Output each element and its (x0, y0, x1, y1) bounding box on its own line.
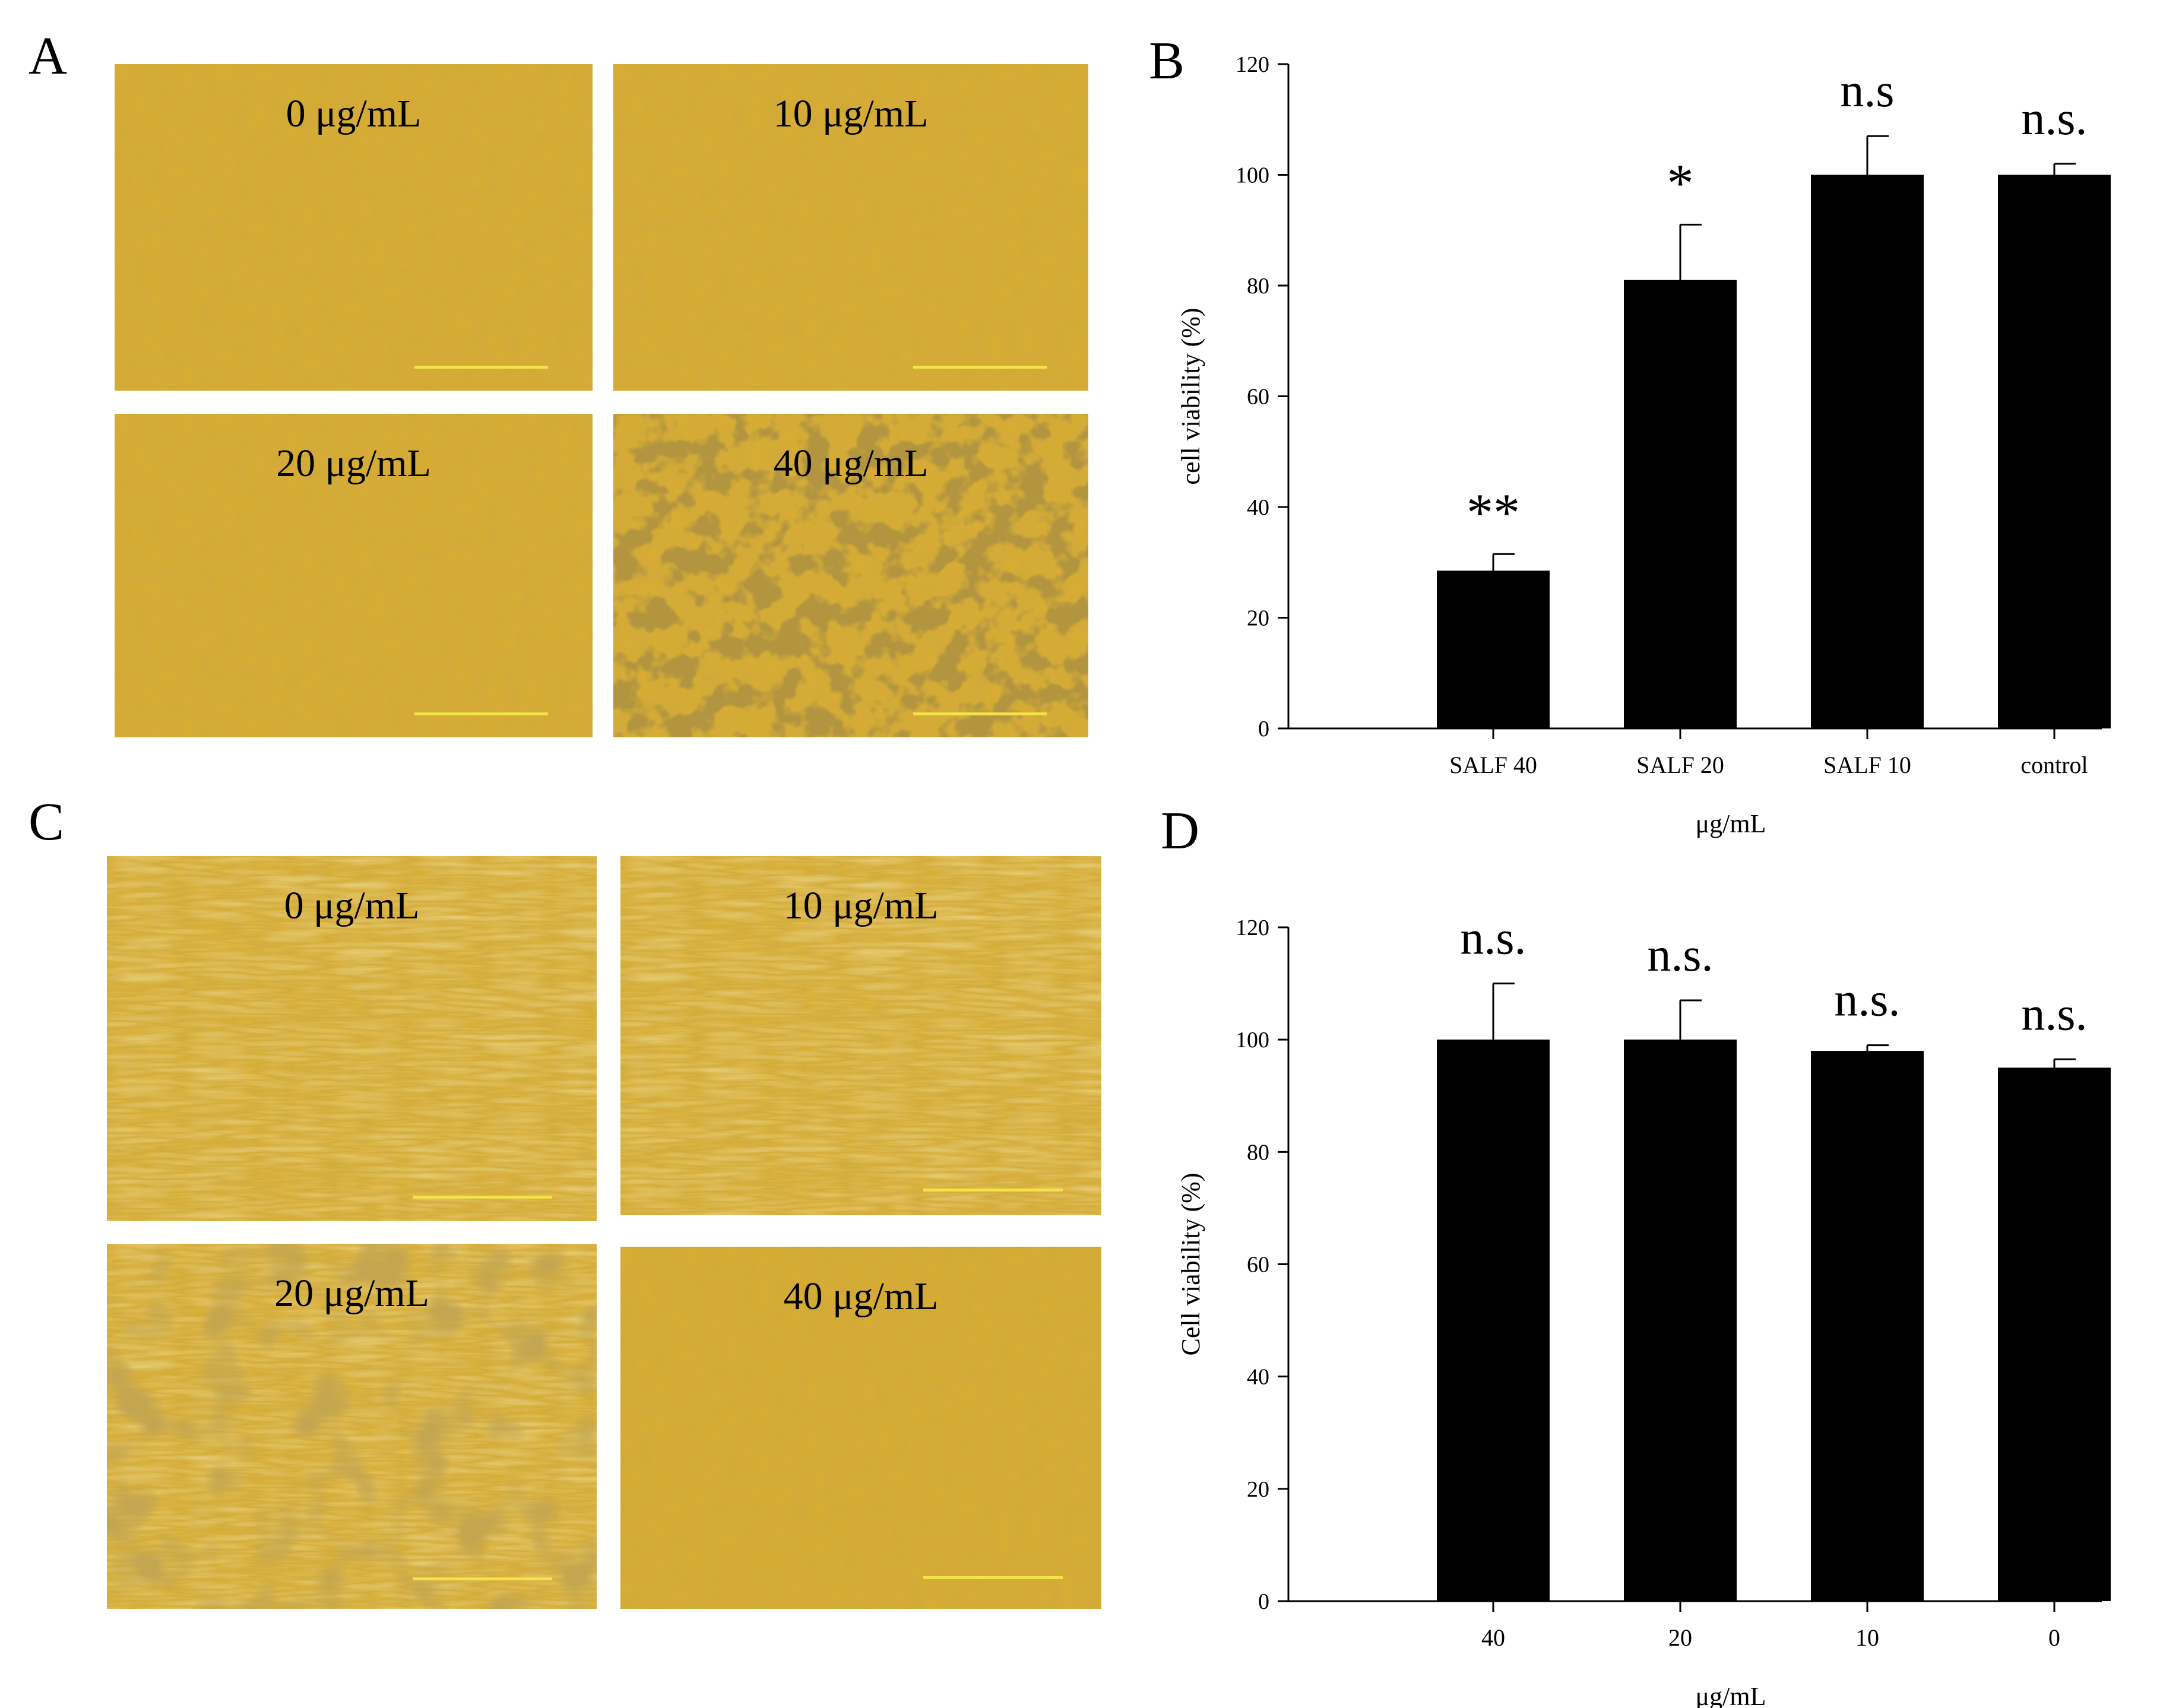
scale-bar (913, 366, 1047, 369)
scale-bar (923, 1576, 1063, 1579)
scale-bar (413, 1196, 552, 1199)
concentration-label: 0 μg/mL (284, 884, 420, 927)
cell-texture (115, 64, 593, 391)
concentration-label: 10 μg/mL (773, 92, 929, 135)
y-tick-label: 40 (1247, 495, 1269, 520)
concentration-label: 40 μg/mL (773, 442, 929, 485)
micrograph-a-3: 40 μg/mL (613, 414, 1088, 737)
significance-label: * (1667, 154, 1694, 213)
texture-layer (107, 1244, 597, 1609)
micrograph-a-0: 0 μg/mL (115, 64, 593, 391)
cell-texture (107, 856, 597, 1221)
bar (1437, 571, 1550, 728)
texture-layer (613, 64, 1088, 391)
micrograph-a-1: 10 μg/mL (613, 64, 1088, 391)
micrograph-c-0: 0 μg/mL (107, 856, 597, 1221)
y-axis-label: cell viability (%) (1176, 308, 1205, 484)
micrograph-c-3: 40 μg/mL (620, 1247, 1101, 1609)
panel-letter-d: D (1161, 801, 1199, 860)
y-tick-label: 80 (1247, 274, 1269, 299)
cell-texture (107, 1244, 597, 1609)
significance-label: n.s (1840, 65, 1894, 117)
cell-texture (613, 414, 1088, 737)
texture-layer (115, 414, 593, 737)
scale-bar (913, 712, 1047, 715)
concentration-label: 0 μg/mL (286, 92, 422, 135)
cell-texture (115, 414, 593, 737)
y-tick-label: 0 (1258, 717, 1269, 741)
bar (1624, 280, 1737, 728)
texture-layer (620, 856, 1101, 1215)
texture-layer (115, 64, 593, 391)
scale-bar (923, 1189, 1063, 1192)
x-tick-label: SALF 20 (1636, 752, 1724, 778)
x-tick-label: SALF 40 (1449, 752, 1537, 778)
concentration-label: 40 μg/mL (783, 1275, 939, 1318)
texture-layer (613, 414, 1088, 737)
bar (1998, 175, 2111, 728)
concentration-label: 20 μg/mL (274, 1272, 429, 1315)
y-tick-label: 120 (1236, 52, 1269, 77)
concentration-label: 10 μg/mL (783, 884, 939, 927)
panel-letter-c: C (28, 793, 65, 851)
panel-letter-b: B (1149, 31, 1185, 90)
texture-layer (620, 1247, 1101, 1609)
bar (1811, 175, 1924, 728)
y-tick-label: 60 (1247, 385, 1269, 410)
scale-bar (413, 1577, 552, 1580)
micrograph-c-1: 10 μg/mL (620, 856, 1101, 1215)
x-axis-label: μg/mL (1696, 809, 1766, 838)
cell-texture (620, 1247, 1101, 1609)
texture-layer (107, 856, 597, 1221)
scale-bar (414, 366, 548, 369)
y-tick-label: 20 (1247, 606, 1269, 631)
cell-texture (613, 64, 1088, 391)
cell-texture (620, 856, 1101, 1215)
micrograph-a-2: 20 μg/mL (115, 414, 593, 737)
panel-letter-a: A (28, 27, 67, 85)
concentration-label: 20 μg/mL (276, 442, 431, 485)
significance-label: n.s. (2021, 93, 2087, 145)
y-tick-label: 100 (1236, 163, 1269, 188)
significance-label: ** (1467, 483, 1520, 542)
x-tick-label: control (2020, 752, 2088, 778)
scale-bar (414, 712, 548, 715)
x-tick-label: SALF 10 (1823, 752, 1911, 778)
micrograph-c-2: 20 μg/mL (107, 1244, 597, 1609)
